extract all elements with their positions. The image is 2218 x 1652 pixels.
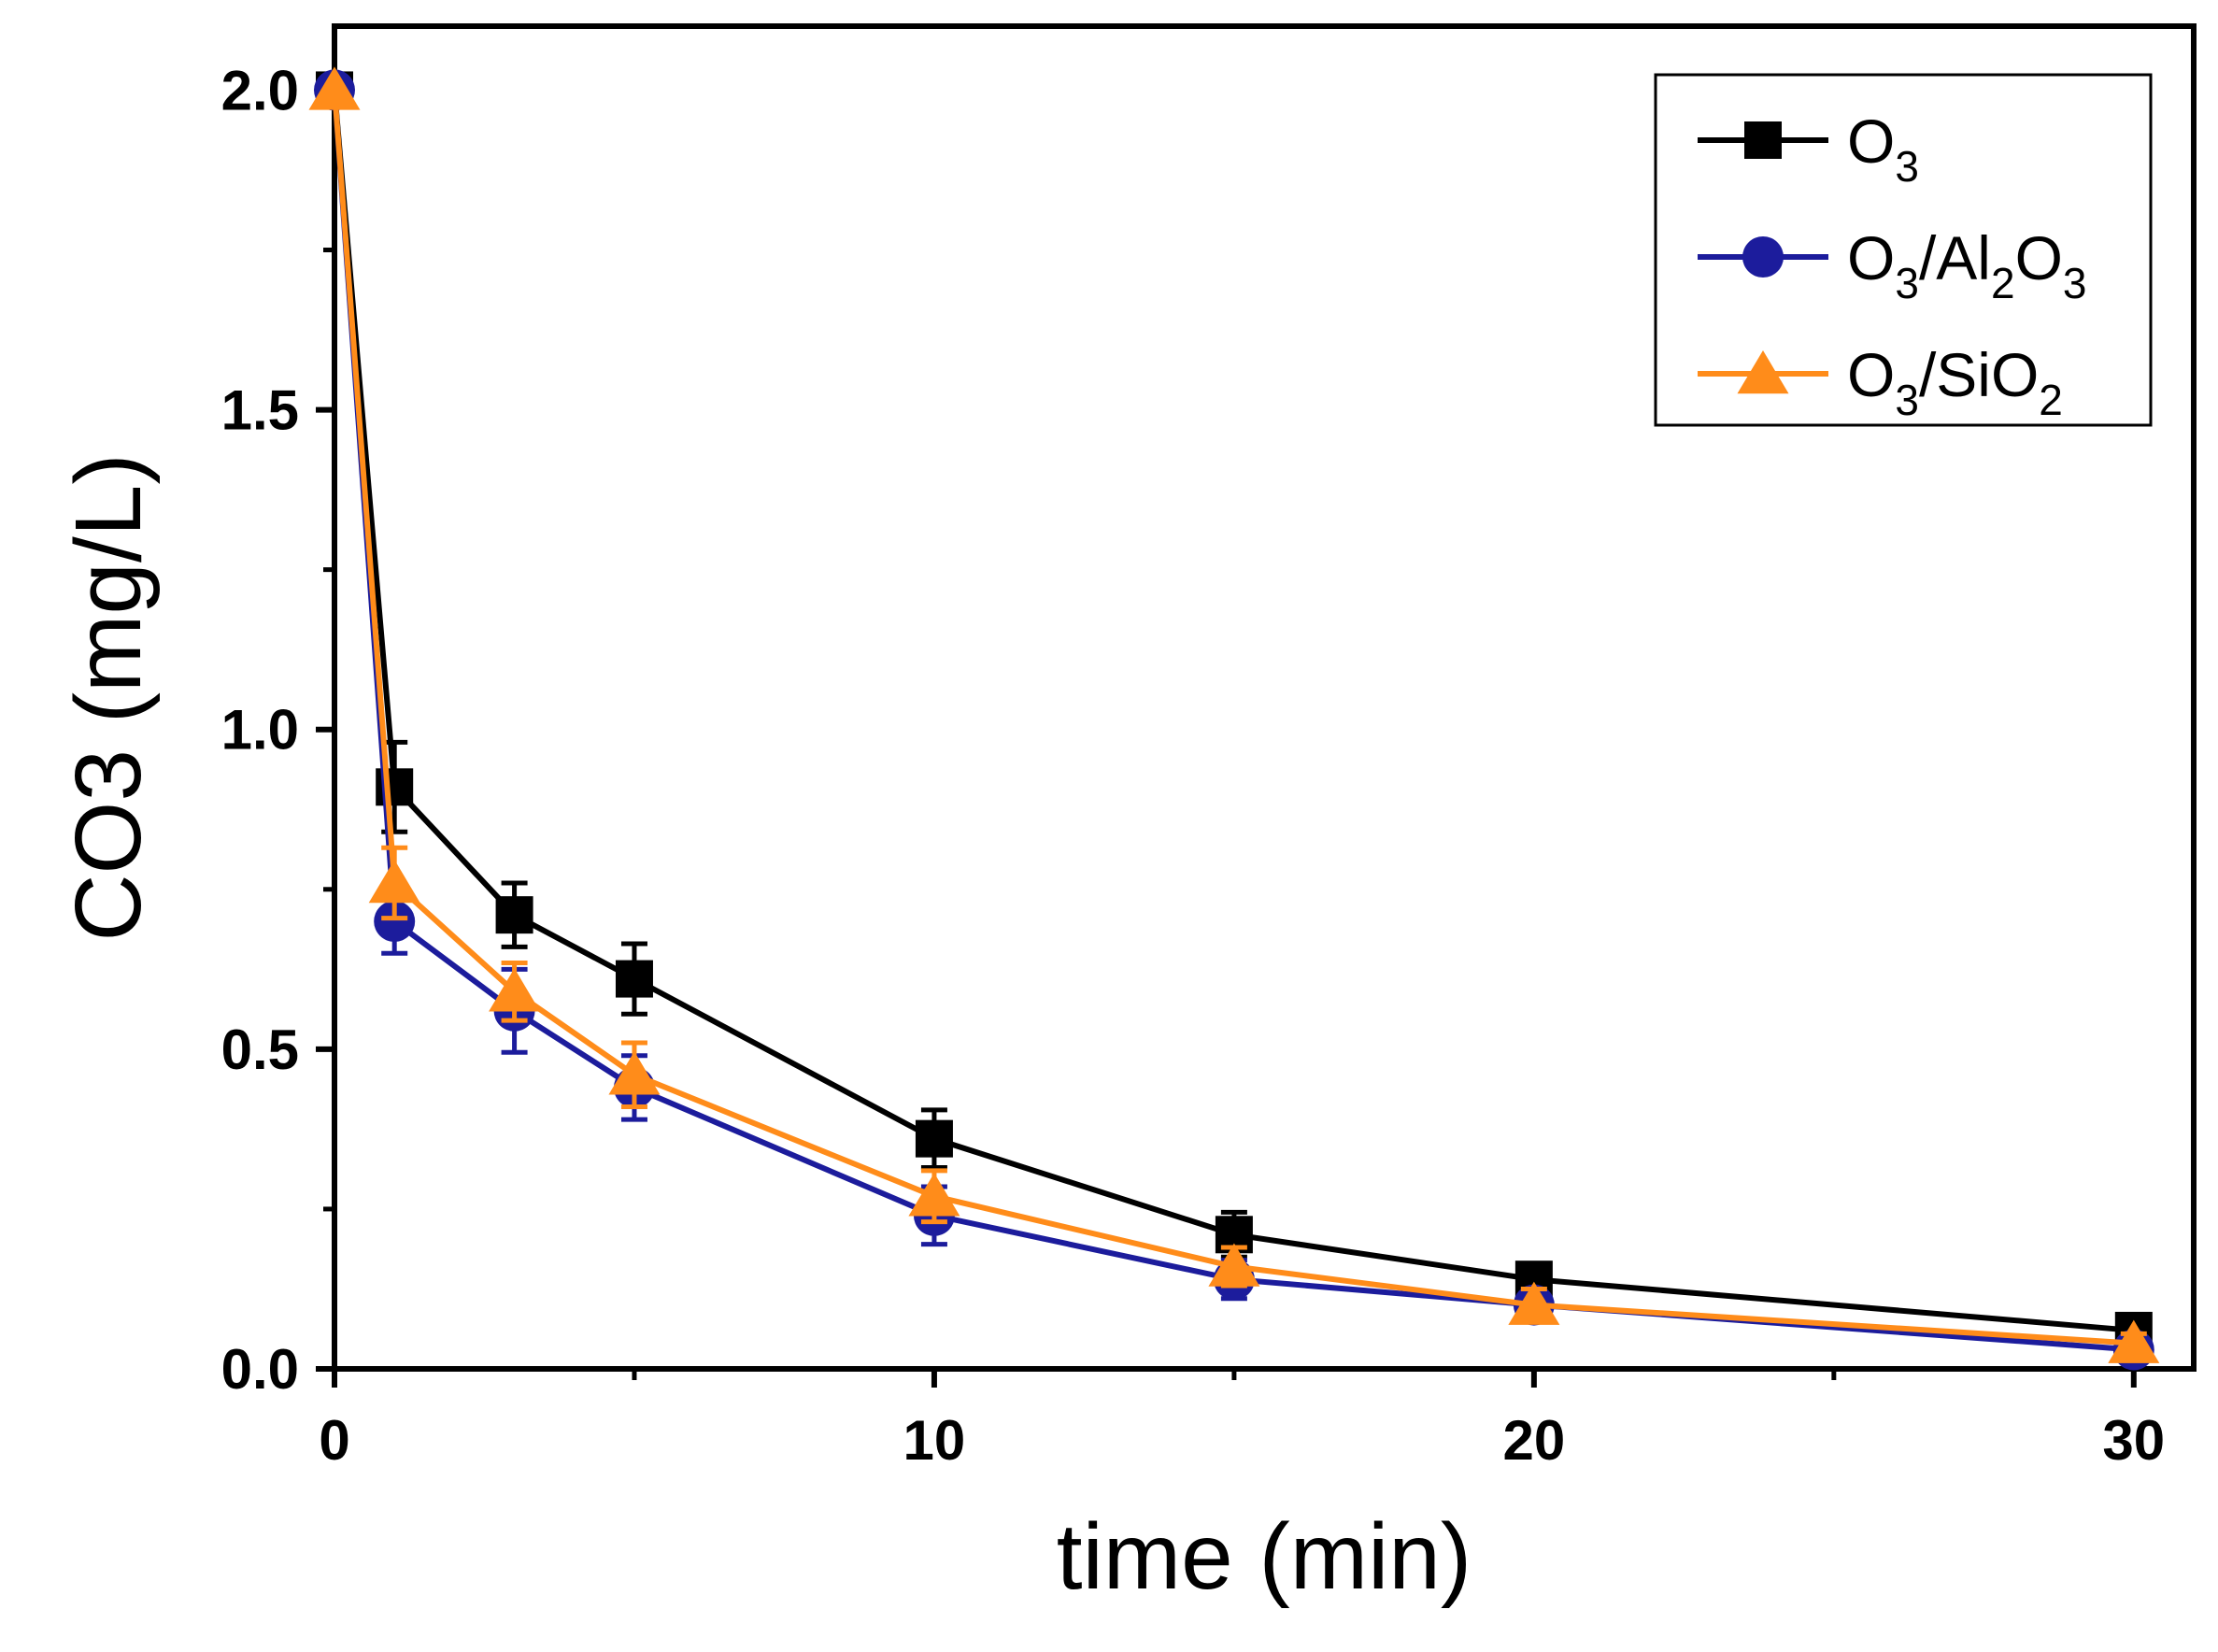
legend-label: O3/Al2O3	[1847, 223, 2087, 307]
axes-layer: 0 10 20 30 0.0 0.5 1.0 1.5 2.0	[221, 23, 2197, 1472]
data-point	[915, 1119, 953, 1158]
data-point	[374, 901, 416, 942]
data-point	[308, 66, 361, 110]
legend-label: O3/SiO2	[1847, 340, 2063, 424]
data-point	[1208, 1243, 1260, 1287]
y-tick-label: 0.0	[221, 1338, 299, 1401]
legend-layer: O3 O3/Al2O3 O3/SiO2	[1654, 73, 2153, 427]
data-point	[2108, 1319, 2160, 1363]
series-layer	[308, 66, 2160, 1371]
x-axis-title: time (min)	[1057, 1504, 1472, 1609]
legend-entry: O3	[1698, 107, 1919, 191]
x-tick-label: 30	[2102, 1409, 2165, 1472]
data-point	[608, 1051, 661, 1095]
x-tick-label: 20	[1502, 1409, 1565, 1472]
y-tick-label: 0.5	[221, 1018, 299, 1081]
legend-box	[1654, 73, 2153, 427]
y-tick-label: 2.0	[221, 59, 299, 121]
legend-marker	[1744, 121, 1782, 159]
data-point	[489, 968, 541, 1012]
x-tick-label: 10	[903, 1409, 966, 1472]
data-point	[908, 1173, 960, 1217]
legend-entry: O3/Al2O3	[1698, 223, 2087, 307]
data-point	[495, 896, 533, 934]
legend-marker	[1737, 350, 1789, 394]
series-triangle	[308, 66, 2160, 1363]
x-tick-label: 0	[319, 1409, 349, 1472]
y-axis-title: CO3 (mg/L)	[56, 453, 161, 941]
legend-label: O3	[1847, 107, 1919, 191]
legend-entry: O3/SiO2	[1698, 340, 2063, 424]
y-tick-label: 1.5	[221, 379, 299, 442]
data-point	[615, 960, 653, 998]
series-line	[332, 90, 2135, 1333]
legend-marker	[1742, 236, 1784, 278]
data-point	[1508, 1281, 1560, 1325]
plot-frame	[332, 23, 2197, 1372]
y-tick-label: 1.0	[221, 699, 299, 762]
data-point	[368, 859, 420, 904]
